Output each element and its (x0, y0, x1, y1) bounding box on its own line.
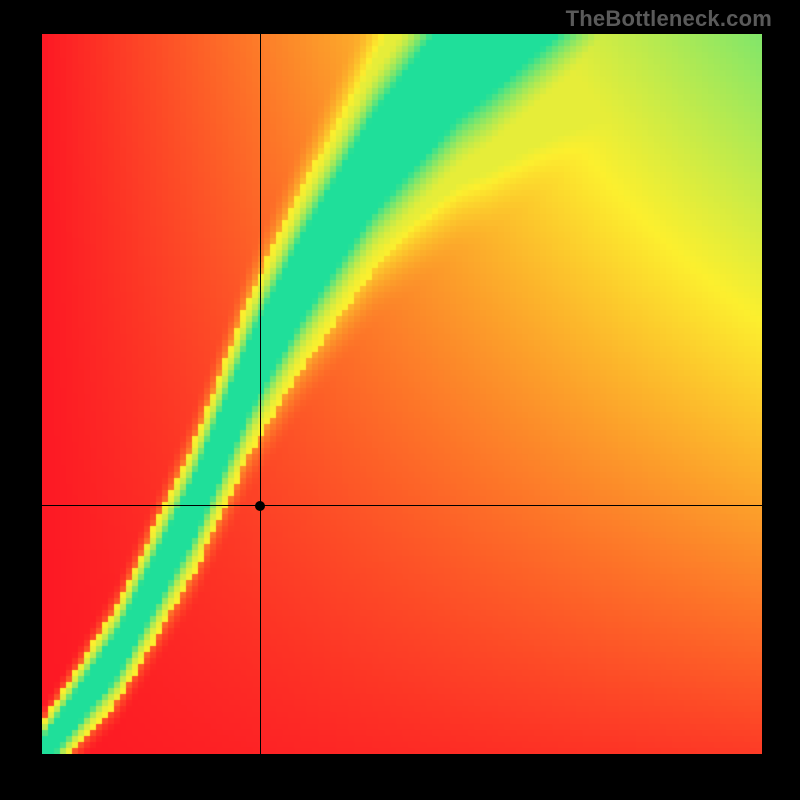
plot-area (42, 34, 762, 754)
crosshair-vertical (260, 34, 261, 754)
watermark-text: TheBottleneck.com (566, 6, 772, 32)
marker-point (255, 501, 265, 511)
crosshair-horizontal (42, 505, 762, 506)
chart-container: TheBottleneck.com (0, 0, 800, 800)
heatmap-canvas (42, 34, 762, 754)
